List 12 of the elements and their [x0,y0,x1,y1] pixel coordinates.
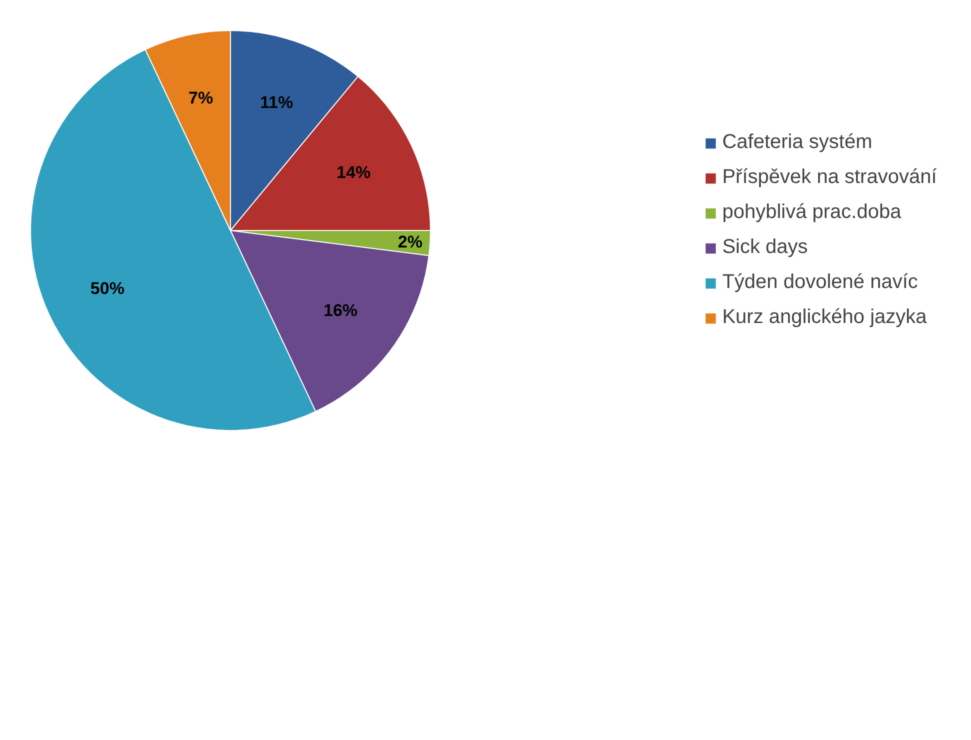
data-label: 2% [398,232,422,252]
data-label: 14% [336,163,371,182]
legend-label: Příspěvek na stravování [722,166,937,189]
legend-label: Týden dovolené navíc [722,271,918,294]
legend-label: Sick days [722,236,808,259]
data-label: 50% [90,278,124,298]
legend-label: Cafeteria systém [722,131,872,154]
legend-label: pohyblivá prac.doba [722,201,902,224]
data-label: 11% [260,93,294,112]
legend-label: Kurz anglického jazyka [722,306,927,329]
data-label: 7% [188,88,214,108]
data-label: 16% [324,300,358,320]
